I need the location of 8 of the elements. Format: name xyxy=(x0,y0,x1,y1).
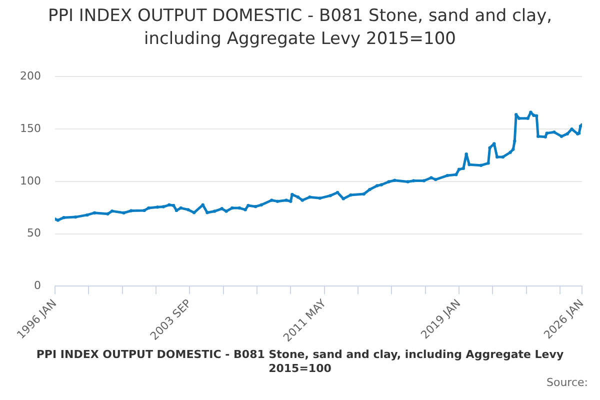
chart-title: PPI INDEX OUTPUT DOMESTIC - B081 Stone, sand and clay, including Aggregate Levy 2015=100 xyxy=(46,5,554,51)
y-tick-label: 0 xyxy=(34,279,41,292)
text: PPI INDEX OUTPUT DOMESTIC - B081 Stone, sand and clay, including Aggregate Levy 2015=100 xyxy=(35,348,565,376)
y-tick-label: 200 xyxy=(20,69,41,82)
y-tick-label: 100 xyxy=(20,174,41,188)
y-tick-label: 150 xyxy=(20,122,41,135)
source-note: Source: xyxy=(546,376,589,389)
y-tick-label: 50 xyxy=(26,226,41,240)
